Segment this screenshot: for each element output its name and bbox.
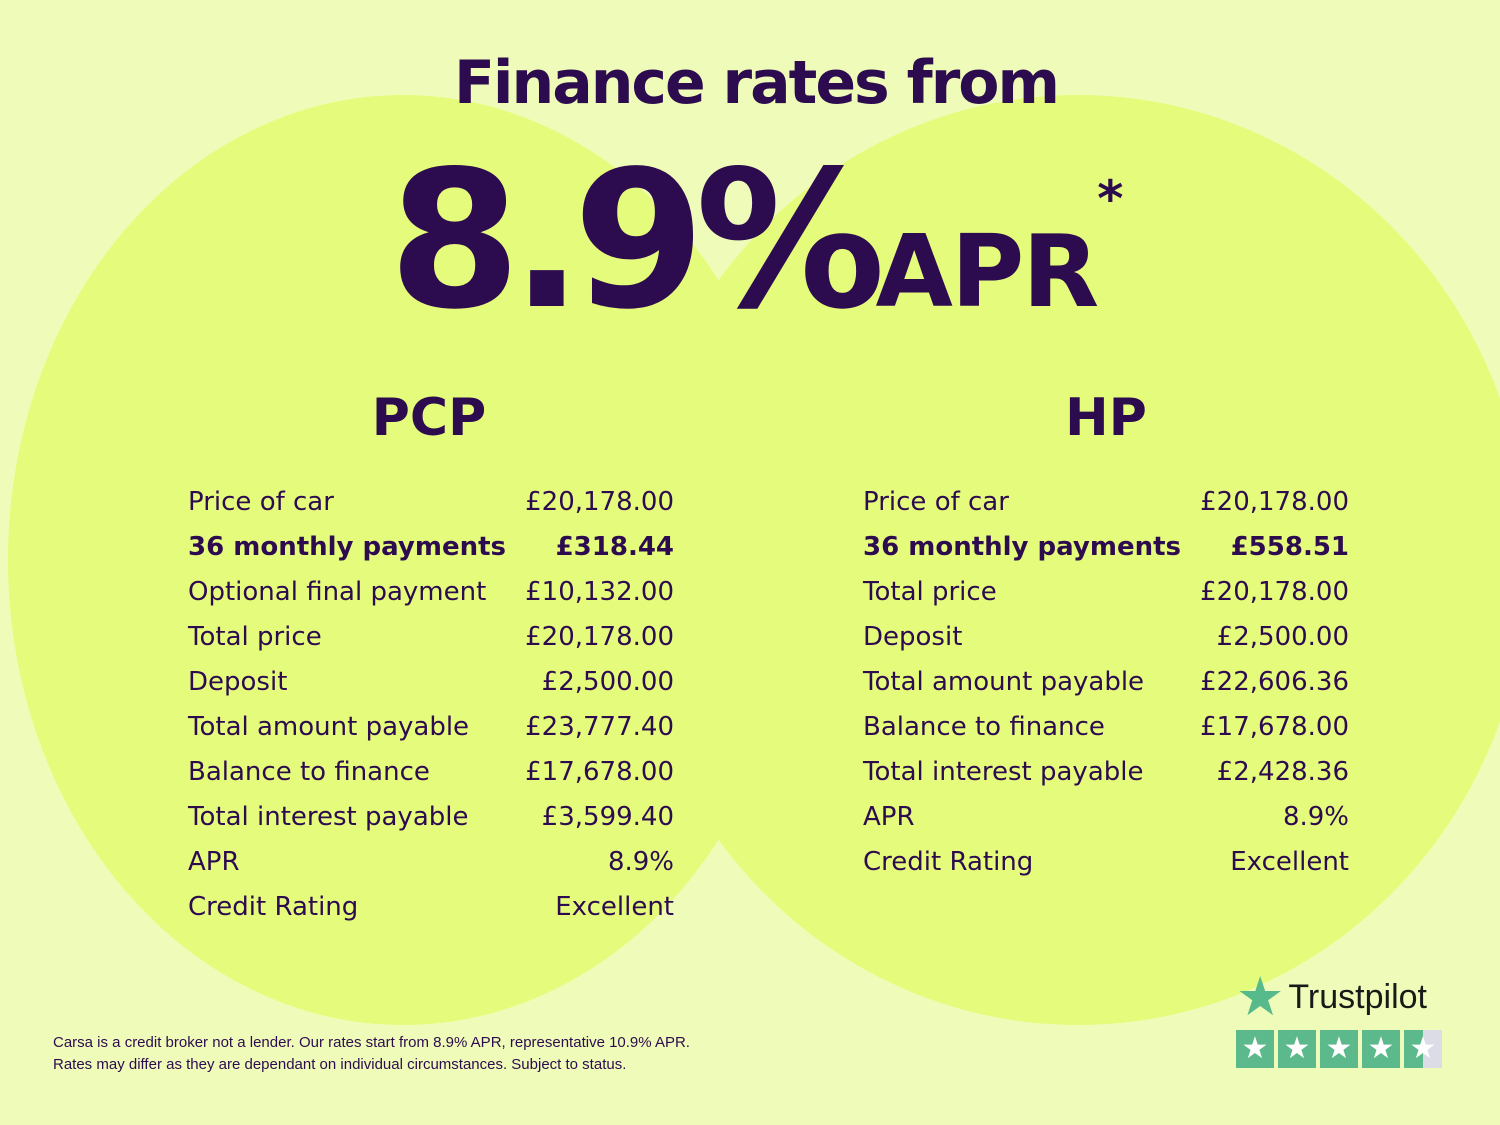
row-value: £20,178.00 <box>1200 577 1349 607</box>
row-value: Excellent <box>555 892 674 922</box>
row-label: 36 monthly payments <box>863 532 1181 562</box>
row-value: 8.9% <box>607 847 674 877</box>
rating-star-icon: ★ <box>1278 1030 1316 1068</box>
row-label: Total price <box>188 622 322 652</box>
trustpilot-rating: ★ ★ ★ ★ ★ <box>1236 1030 1442 1068</box>
row-label: Total amount payable <box>863 667 1145 697</box>
rating-star-icon: ★ <box>1362 1030 1400 1068</box>
headline: Finance rates from <box>453 48 1060 118</box>
row-label: Credit Rating <box>188 892 359 922</box>
table-row: Total price £20,178.00 <box>863 570 1349 615</box>
rating-star-icon: ★ <box>1404 1030 1442 1068</box>
disclaimer: Carsa is a credit broker not a lender. O… <box>53 1032 690 1076</box>
row-label: Deposit <box>188 667 288 697</box>
row-label: Deposit <box>863 622 963 652</box>
row-value: £20,178.00 <box>1200 487 1349 517</box>
rating-star-icon: ★ <box>1236 1030 1274 1068</box>
table-row: Balance to finance £17,678.00 <box>188 750 674 795</box>
row-label: Price of car <box>188 487 334 517</box>
row-label: Credit Rating <box>863 847 1034 877</box>
table-row: APR 8.9% <box>863 795 1349 840</box>
hp-table: HP Price of car £20,178.00 36 monthly paym… <box>863 388 1349 885</box>
row-value: £17,678.00 <box>1200 712 1349 742</box>
table-row: Price of car £20,178.00 <box>188 480 674 525</box>
row-label: Total price <box>863 577 997 607</box>
table-row: Total amount payable £22,606.36 <box>863 660 1349 705</box>
asterisk: * <box>1097 170 1124 228</box>
row-label: Balance to finance <box>188 757 430 787</box>
table-row: Credit Rating Excellent <box>863 840 1349 885</box>
row-value: £20,178.00 <box>525 487 674 517</box>
pcp-table: PCP Price of car £20,178.00 36 monthly pay… <box>188 388 674 930</box>
star-icon: ★ <box>1236 967 1285 1027</box>
disclaimer-line-1: Carsa is a credit broker not a lender. O… <box>53 1034 690 1051</box>
row-label: Total interest payable <box>863 757 1144 787</box>
row-value: £2,500.00 <box>541 667 674 697</box>
row-value: Excellent <box>1230 847 1349 877</box>
rate-display: 8.9%APR* <box>0 130 1500 351</box>
row-value: £22,606.36 <box>1200 667 1349 697</box>
row-value: £2,428.36 <box>1216 757 1349 787</box>
table-row: Total interest payable £3,599.40 <box>188 795 674 840</box>
disclaimer-line-2: Rates may differ as they are dependant o… <box>53 1056 627 1073</box>
row-label: Optional final payment <box>188 577 487 607</box>
row-value: £3,599.40 <box>541 802 674 832</box>
table-row: Balance to finance £17,678.00 <box>863 705 1349 750</box>
row-value: £20,178.00 <box>525 622 674 652</box>
table-row: Total price £20,178.00 <box>188 615 674 660</box>
row-label: Balance to finance <box>863 712 1105 742</box>
row-value: £2,500.00 <box>1216 622 1349 652</box>
table-row: Deposit £2,500.00 <box>863 615 1349 660</box>
row-label: APR <box>863 802 915 832</box>
table-row: Credit Rating Excellent <box>188 885 674 930</box>
row-label: 36 monthly payments <box>188 532 506 562</box>
table-row: Total amount payable £23,777.40 <box>188 705 674 750</box>
rating-star-icon: ★ <box>1320 1030 1358 1068</box>
apr-label: APR <box>875 213 1100 330</box>
row-value: 8.9% <box>1282 802 1349 832</box>
row-value: £318.44 <box>555 532 674 562</box>
table-row: Deposit £2,500.00 <box>188 660 674 705</box>
trustpilot-name: Trustpilot <box>1288 977 1427 1016</box>
row-label: APR <box>188 847 240 877</box>
table-row: Total interest payable £2,428.36 <box>863 750 1349 795</box>
table-row: Price of car £20,178.00 <box>863 480 1349 525</box>
hp-title: HP <box>1065 388 1147 448</box>
rate-value: 8.9% <box>388 130 886 351</box>
table-row: 36 monthly payments £318.44 <box>188 525 674 570</box>
row-label: Total interest payable <box>188 802 469 832</box>
trustpilot-badge: ★ Trustpilot ★ ★ ★ ★ ★ <box>1236 967 1442 1068</box>
table-row: Optional final payment £10,132.00 <box>188 570 674 615</box>
row-value: £17,678.00 <box>525 757 674 787</box>
table-row: APR 8.9% <box>188 840 674 885</box>
background-circle-right <box>628 95 1500 1025</box>
row-value: £10,132.00 <box>525 577 674 607</box>
table-row: 36 monthly payments £558.51 <box>863 525 1349 570</box>
row-label: Price of car <box>863 487 1009 517</box>
row-value: £23,777.40 <box>525 712 674 742</box>
row-label: Total amount payable <box>188 712 470 742</box>
row-value: £558.51 <box>1230 532 1349 562</box>
pcp-title: PCP <box>371 388 487 448</box>
